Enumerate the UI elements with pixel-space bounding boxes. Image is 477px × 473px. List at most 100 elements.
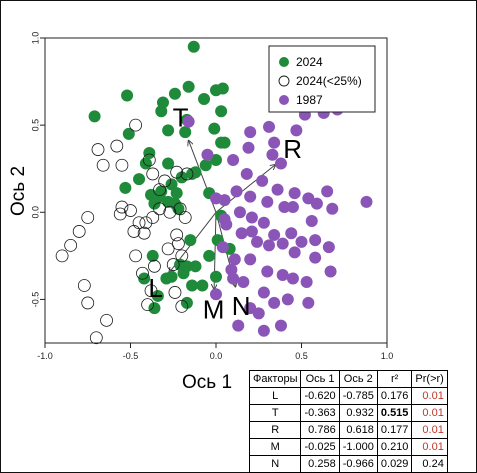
point-2024: [189, 260, 202, 273]
point-2024(<25%): [153, 202, 166, 216]
table-cell: 0.258: [300, 455, 340, 473]
point-2024: [165, 270, 178, 283]
point-1987: [276, 269, 289, 282]
point-2024(<25%): [124, 204, 137, 217]
point-1987: [360, 195, 373, 208]
point-2024(<25%): [170, 228, 184, 242]
point-1987: [244, 126, 257, 139]
point-1987: [278, 201, 291, 214]
vector-label-R: R: [283, 134, 302, 164]
factor-name-cell: N: [248, 455, 302, 473]
point-2024(<25%): [89, 331, 103, 345]
x-tick-label: 0.5: [295, 351, 308, 361]
point-2024(<25%): [127, 225, 141, 238]
vector-label-T: T: [173, 103, 189, 133]
point-2024(<25%): [115, 200, 129, 214]
point-1987: [220, 218, 233, 231]
point-1987: [281, 293, 294, 306]
point-1987: [210, 192, 222, 205]
point-2024: [168, 87, 181, 100]
point-1987: [274, 157, 287, 170]
vector-labels: L T R M N: [148, 103, 302, 325]
factor-name-cell: T: [248, 404, 302, 422]
point-2024: [122, 127, 135, 140]
point-2024: [143, 147, 156, 160]
point-2024(<25%): [161, 242, 175, 256]
table-cell: 0.932: [338, 404, 378, 422]
point-2024: [186, 279, 199, 292]
point-1987: [257, 216, 270, 229]
legend-marker: [278, 75, 290, 87]
point-2024: [121, 89, 134, 102]
point-1987: [251, 235, 264, 248]
point-1987: [261, 195, 274, 208]
point-1987: [322, 241, 335, 254]
point-2024: [170, 187, 183, 200]
point-1987: [290, 124, 303, 137]
point-2024(<25%): [175, 299, 189, 313]
point-2024: [139, 157, 152, 170]
table-header: Факторы: [248, 370, 302, 388]
legend-marker: [279, 95, 289, 105]
legend-marker: [279, 57, 289, 67]
point-1987: [232, 319, 245, 332]
point-1987: [227, 154, 240, 166]
y-tick-label: -0.5: [30, 292, 40, 308]
point-2024: [156, 96, 169, 109]
point-2024(<25%): [137, 226, 151, 240]
point-2024(<25%): [64, 238, 78, 252]
point-2024(<25%): [166, 258, 180, 271]
table-cell: 0.01: [411, 387, 448, 405]
point-1987: [201, 148, 214, 161]
point-2024: [218, 136, 231, 149]
factor-name-cell: M: [248, 438, 302, 456]
table-cell: -0.620: [300, 387, 340, 405]
point-1987: [286, 272, 299, 285]
point-1987: [245, 225, 258, 238]
x-axis-label: Ось 1: [182, 372, 233, 393]
point-2024: [133, 173, 146, 186]
point-2024: [162, 124, 175, 137]
point-1987: [216, 241, 229, 254]
vector-label-N: N: [232, 291, 251, 321]
point-2024(<25%): [96, 158, 110, 172]
table-cell: 0.01: [411, 421, 448, 439]
point-1987: [261, 265, 274, 278]
point-2024(<25%): [142, 153, 156, 167]
point-2024: [172, 202, 185, 215]
point-1987: [300, 276, 313, 288]
point-2024(<25%): [129, 118, 143, 132]
vector-label-L: L: [148, 273, 162, 303]
point-2024(<25%): [141, 298, 155, 312]
table-header-row: Факторы Ось 1 Ось 2 r² Pr(>r): [248, 370, 448, 388]
point-2024(<25%): [180, 167, 194, 181]
point-2024(<25%): [168, 286, 182, 299]
data-points: [55, 40, 373, 345]
y-axis-label: Ось 2: [8, 165, 30, 217]
point-1987: [233, 206, 246, 219]
legend-label: 2024: [296, 55, 323, 69]
point-2024(<25%): [55, 249, 69, 263]
table-cell: 0.786: [300, 421, 340, 439]
point-1987: [295, 235, 308, 248]
point-1987: [276, 237, 289, 250]
point-2024(<25%): [170, 165, 184, 179]
y-tick-label: 0.0: [30, 206, 40, 219]
point-2024: [210, 270, 222, 283]
point-2024: [174, 258, 187, 271]
point-1987: [225, 263, 238, 276]
legend-label: 2024(<25%): [296, 74, 362, 88]
point-2024(<25%): [175, 249, 189, 263]
point-2024(<25%): [110, 139, 124, 153]
table-cell: 0.01: [411, 404, 448, 422]
table-cell: -0.966: [338, 455, 378, 473]
point-2024: [216, 82, 229, 95]
point-1987: [263, 120, 276, 133]
point-2024: [208, 122, 221, 135]
point-2024(<25%): [115, 158, 129, 172]
table-row: N 0.258 -0.966 0.029 0.24: [248, 455, 448, 473]
point-1987: [244, 302, 257, 315]
point-1987: [257, 324, 270, 337]
point-2024(<25%): [81, 211, 95, 224]
point-2024(<25%): [81, 296, 95, 310]
